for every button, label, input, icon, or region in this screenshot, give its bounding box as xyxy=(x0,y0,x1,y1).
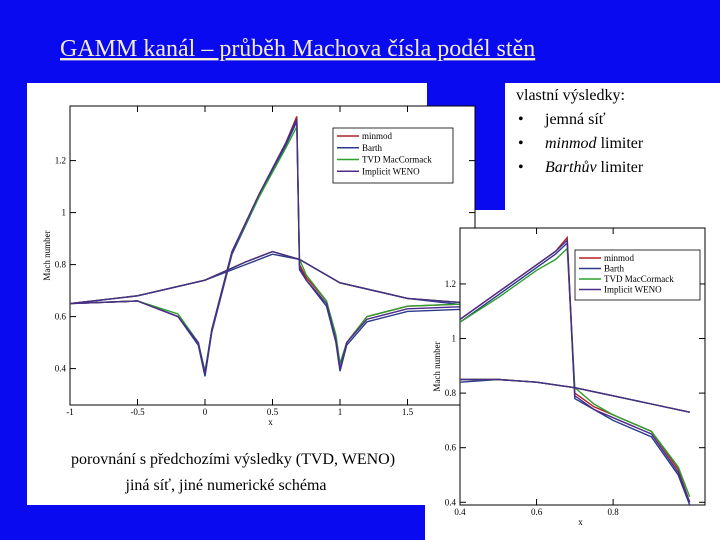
bullet-text: minmod limiter xyxy=(545,135,644,152)
legend-label: TVD MacCormack xyxy=(604,274,674,284)
bullet: • xyxy=(518,135,524,152)
bullet-text-rest: limiter xyxy=(597,135,644,152)
y-tick-label: 0.6 xyxy=(445,443,457,453)
x-tick-label: 0.4 xyxy=(454,507,466,517)
y-tick-label: 0.8 xyxy=(445,388,457,398)
chart: 0.4 0.6 0.8 0.4 0.6 0.8 1 1.2 x Mach number minmod… xyxy=(432,227,706,527)
legend-label: Implicit WENO xyxy=(362,166,420,176)
chart: -1 -0.5 0 0.5 1 1.5 0.4 0.6 0.8 1 1.2 x Mach number m… xyxy=(42,105,476,427)
y-tick-label: 0.6 xyxy=(55,312,67,322)
x-tick-label: -0.5 xyxy=(130,407,145,417)
slide-title: GAMM kanál – průběh Machova čísla podél … xyxy=(60,36,535,62)
x-tick-label: -1 xyxy=(66,407,74,417)
y-tick-label: 1.2 xyxy=(55,156,66,166)
series-group xyxy=(70,116,475,377)
x-tick-label: 1 xyxy=(338,407,343,417)
bullet: • xyxy=(518,159,524,176)
legend-box xyxy=(332,127,454,184)
bullet-text-rest: limiter xyxy=(597,159,644,176)
y-tick-label: 1.2 xyxy=(445,279,456,289)
series-line xyxy=(70,118,475,374)
y-axis-label: Mach number xyxy=(42,230,52,280)
x-tick-label: 1.5 xyxy=(402,407,414,417)
y-tick-label: 0.4 xyxy=(55,364,67,374)
bullet-text: jemná síť xyxy=(544,111,606,128)
legend-label: Implicit WENO xyxy=(604,285,662,295)
y-tick-label: 0.4 xyxy=(445,497,457,507)
series-line xyxy=(460,238,691,503)
bullet-text: Barthův limiter xyxy=(545,159,644,176)
y-axis-label: Mach number xyxy=(432,341,442,391)
x-axis-label: x xyxy=(268,417,273,427)
y-tick-label: 1 xyxy=(452,334,457,344)
legend-label: minmod xyxy=(604,253,635,263)
x-tick-label: 0.5 xyxy=(267,407,279,417)
legend-label: Barth xyxy=(604,264,624,274)
y-tick-label: 0.8 xyxy=(55,260,67,270)
y-tick-label: 1 xyxy=(62,208,67,218)
text-panel xyxy=(505,83,720,210)
emphasis: minmod xyxy=(545,135,598,152)
legend-label: minmod xyxy=(362,131,393,141)
legend-label: TVD MacCormack xyxy=(362,155,432,165)
bullet: • xyxy=(518,111,524,128)
comparison-text: porovnání s předchozími výsledky (TVD, W… xyxy=(71,451,395,468)
emphasis: Barthův xyxy=(545,159,597,176)
x-tick-label: 0 xyxy=(203,407,208,417)
legend-label: Barth xyxy=(362,143,382,153)
series-group xyxy=(460,235,691,505)
comparison-text: jiná síť, jiné numerické schéma xyxy=(125,477,327,494)
x-tick-label: 0.6 xyxy=(531,507,543,517)
x-axis-label: x xyxy=(578,517,583,527)
results-heading: vlastní výsledky: xyxy=(516,87,625,104)
x-tick-label: 0.8 xyxy=(608,507,620,517)
plot-frame xyxy=(459,227,706,506)
